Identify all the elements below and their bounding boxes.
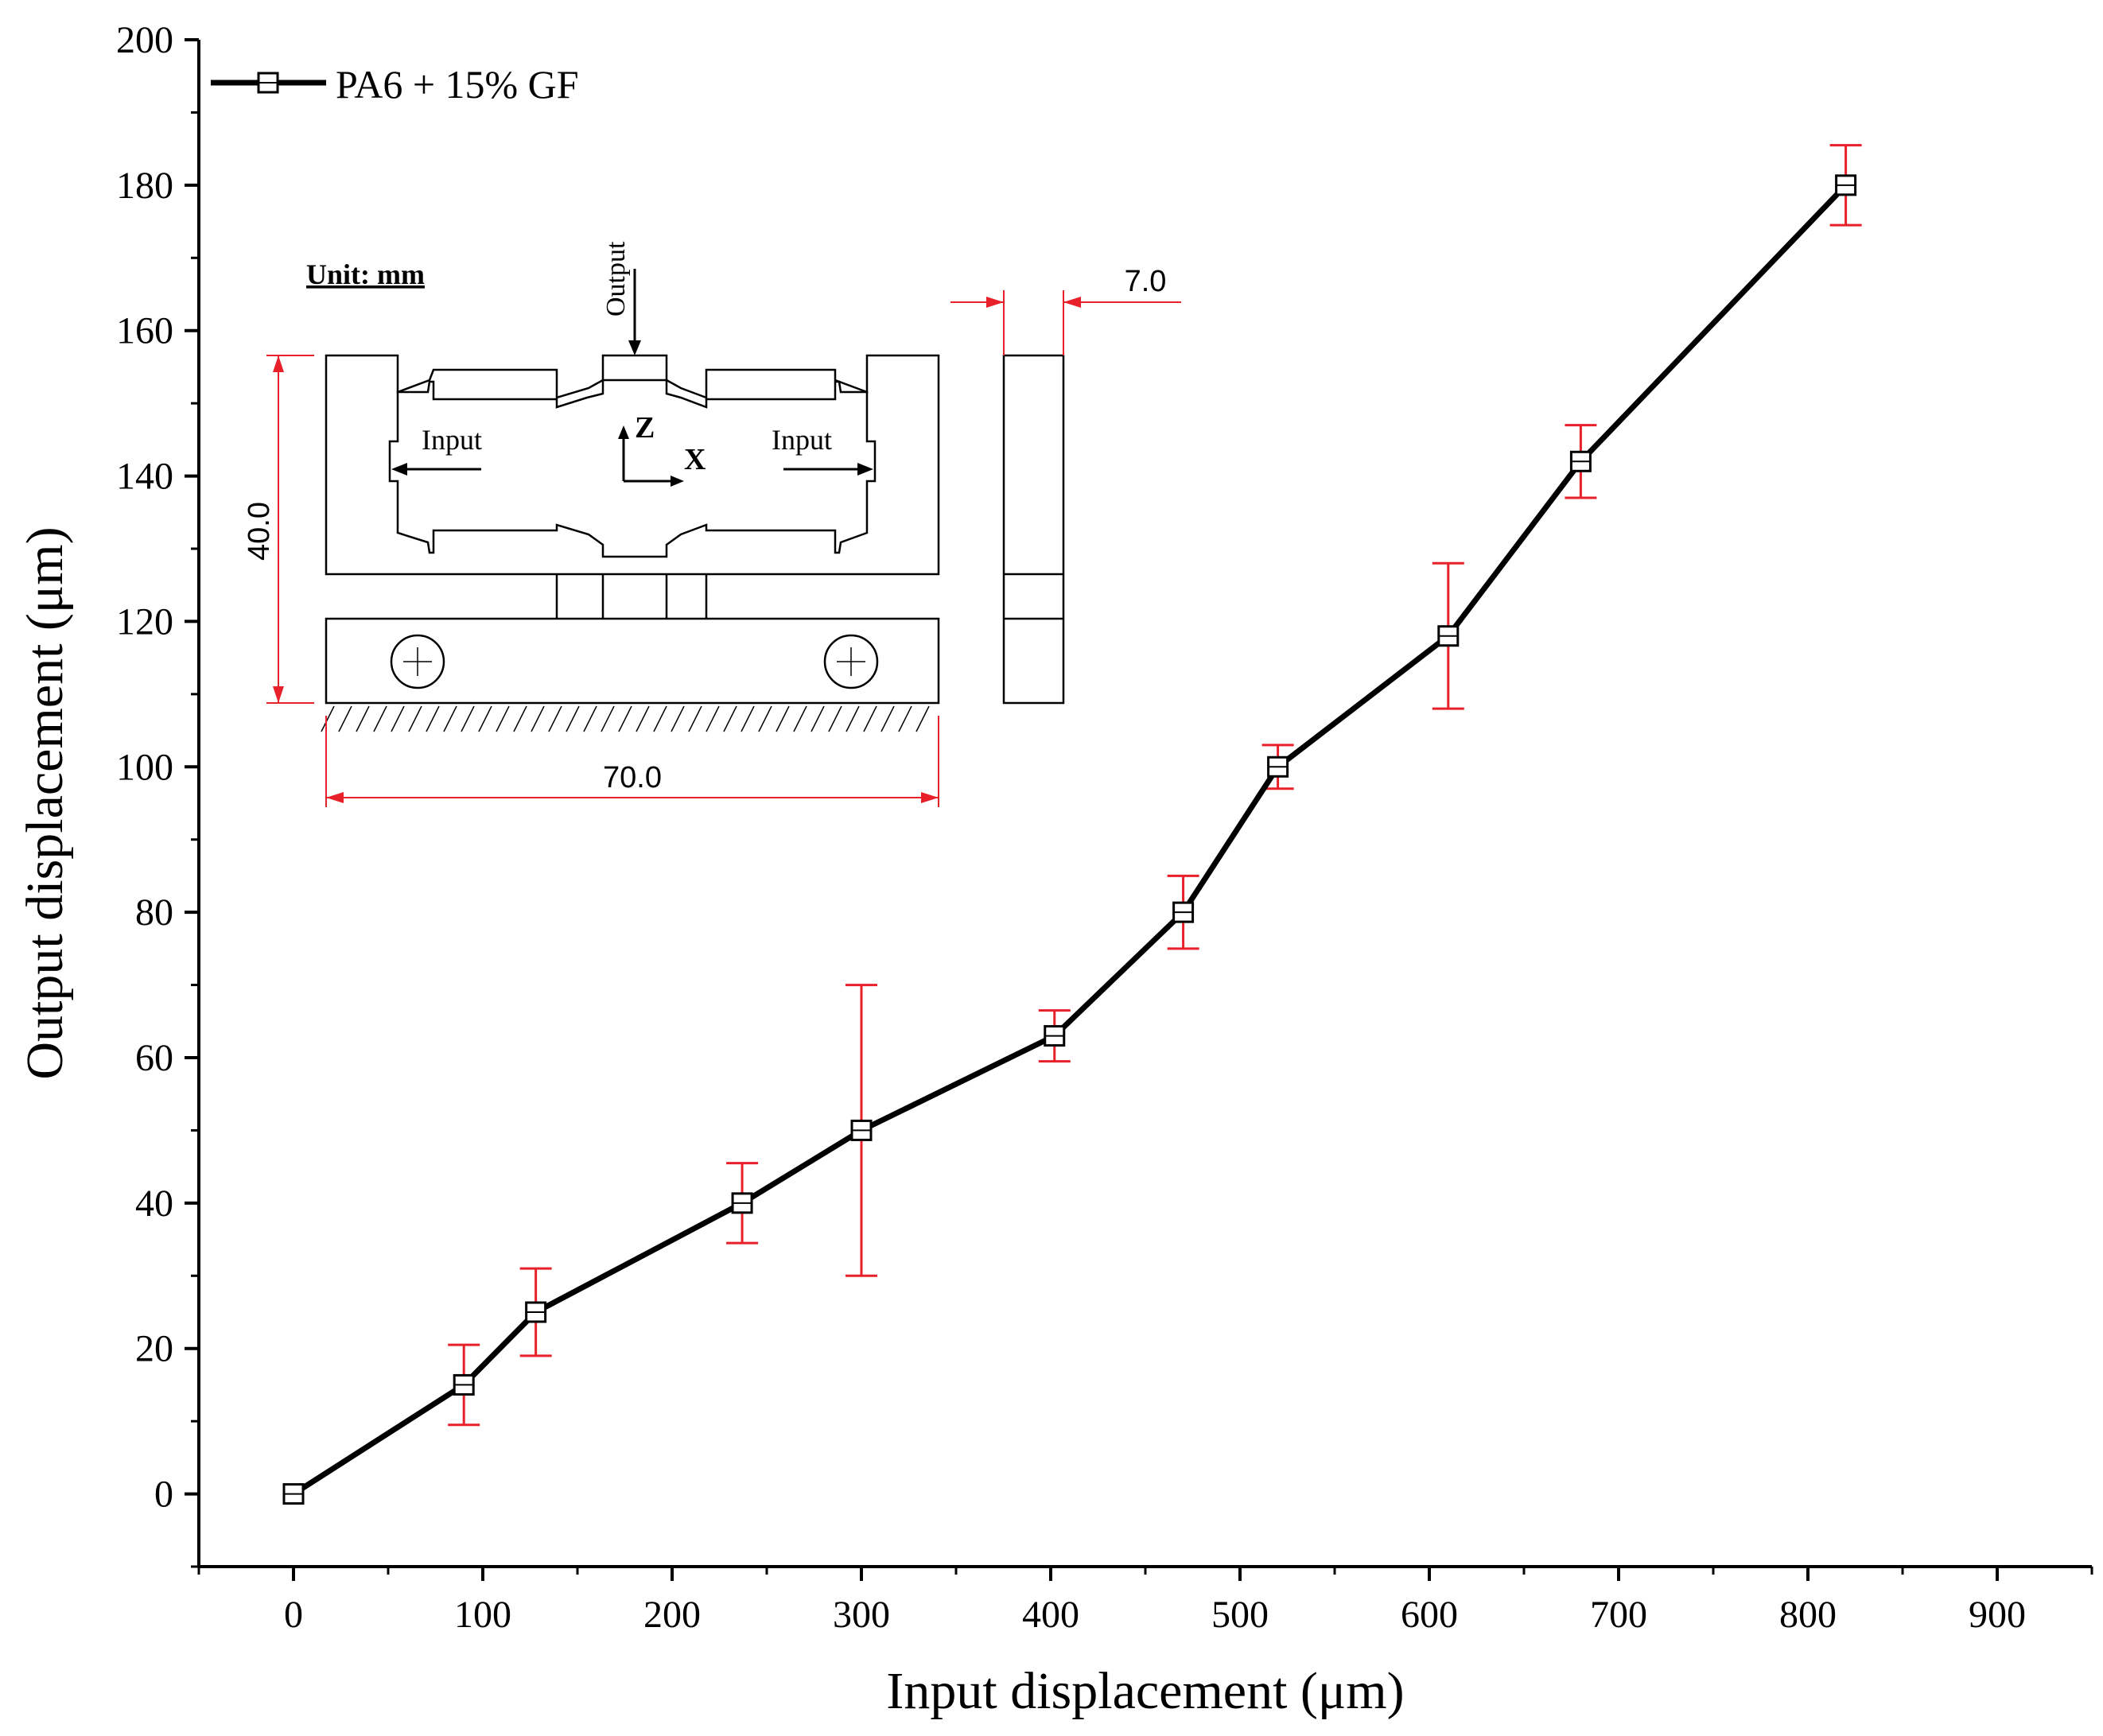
input-label-right: Input bbox=[772, 424, 832, 456]
y-tick-label: 120 bbox=[116, 600, 173, 643]
x-ticks: 0 100 200 300 400 500 600 700 800 900 bbox=[197, 1567, 2093, 1636]
x-tick-label: 100 bbox=[454, 1594, 511, 1636]
side-view bbox=[1002, 354, 1065, 705]
dim-height-arrow-bottom bbox=[273, 686, 284, 703]
dim-height-arrow-top bbox=[273, 355, 284, 372]
y-tick-label: 200 bbox=[116, 19, 173, 61]
input-arrow-right bbox=[783, 463, 873, 476]
x-tick-label: 200 bbox=[643, 1594, 701, 1636]
y-tick-label: 20 bbox=[135, 1328, 173, 1370]
axis-x-label: X bbox=[684, 443, 706, 476]
axis-z-label: Z bbox=[635, 411, 655, 445]
data-point bbox=[1172, 901, 1195, 923]
base-plate bbox=[325, 617, 940, 705]
markers bbox=[282, 174, 1857, 1505]
side-view-divider bbox=[1004, 573, 1063, 620]
x-tick-label: 500 bbox=[1211, 1594, 1269, 1636]
dim-height-label: 40.0 bbox=[243, 502, 276, 561]
inset-dimensions bbox=[266, 290, 1181, 807]
x-tick-label: 0 bbox=[284, 1594, 303, 1636]
coordinate-axes-icon bbox=[618, 425, 684, 487]
output-arrow bbox=[628, 269, 641, 355]
output-label: Output bbox=[601, 241, 631, 317]
data-point bbox=[850, 1119, 873, 1141]
y-axis-label: Output displacement (μm) bbox=[16, 526, 74, 1079]
input-label-left: Input bbox=[422, 424, 482, 456]
y-tick-label: 40 bbox=[135, 1183, 173, 1225]
dim-thick-arrow-right bbox=[1063, 297, 1081, 308]
data-point bbox=[1835, 174, 1857, 196]
y-tick-label: 100 bbox=[116, 746, 173, 788]
mount-hole-right bbox=[823, 634, 879, 689]
x-axis-label: Input displacement (μm) bbox=[886, 1662, 1404, 1720]
mechanism-cavity bbox=[388, 379, 877, 558]
y-tick-label: 140 bbox=[116, 456, 173, 498]
mount-hole-left bbox=[390, 634, 445, 689]
stem bbox=[555, 574, 708, 619]
x-tick-label: 400 bbox=[1022, 1594, 1079, 1636]
data-point bbox=[1569, 450, 1592, 472]
ground-hatching bbox=[321, 705, 930, 732]
y-tick-label: 180 bbox=[116, 165, 173, 207]
y-tick-label: 160 bbox=[116, 310, 173, 352]
data-point bbox=[282, 1483, 305, 1505]
mechanism-outline bbox=[325, 354, 940, 576]
data-point bbox=[1044, 1025, 1066, 1047]
mount-hole-crosshair bbox=[403, 647, 865, 676]
legend: PA6 + 15% GF bbox=[211, 62, 579, 107]
inset-schematic: Unit: mm Output Input Input bbox=[306, 241, 1065, 732]
data-point bbox=[525, 1301, 547, 1323]
dim-width-arrow-left bbox=[326, 792, 344, 803]
y-tick-label: 80 bbox=[135, 891, 173, 934]
data-point bbox=[453, 1373, 475, 1396]
inset-unit-label: Unit: mm bbox=[306, 258, 425, 290]
data-point bbox=[1437, 625, 1460, 647]
data-point bbox=[1267, 755, 1289, 778]
x-tick-label: 900 bbox=[1969, 1594, 2026, 1636]
x-tick-label: 800 bbox=[1779, 1594, 1837, 1636]
y-tick-label: 0 bbox=[154, 1474, 173, 1516]
legend-entry-label: PA6 + 15% GF bbox=[336, 62, 579, 107]
x-tick-label: 700 bbox=[1590, 1594, 1647, 1636]
dim-thickness-label: 7.0 bbox=[1125, 265, 1167, 298]
series-line bbox=[292, 183, 1848, 1497]
x-tick-label: 300 bbox=[833, 1594, 890, 1636]
dim-width-arrow-right bbox=[921, 792, 939, 803]
y-tick-label: 60 bbox=[135, 1037, 173, 1079]
x-tick-label: 600 bbox=[1401, 1594, 1458, 1636]
dim-width-label: 70.0 bbox=[603, 761, 662, 794]
data-point bbox=[731, 1192, 753, 1214]
y-ticks: 0 20 40 60 80 100 120 140 160 180 200 bbox=[116, 19, 199, 1568]
dim-thick-arrow-left bbox=[986, 297, 1004, 308]
input-arrow-left bbox=[391, 463, 481, 476]
